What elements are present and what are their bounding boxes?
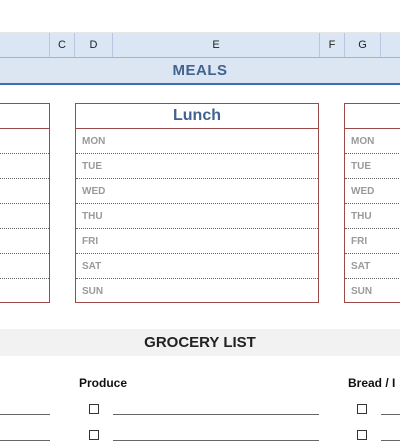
lunch-row-wed[interactable]: WED [76,179,318,204]
lunch-row-sat[interactable]: SAT [76,254,318,279]
produce-checkbox[interactable] [89,430,99,440]
column-header-h[interactable] [381,33,400,57]
bread-category-label: Bread / I [348,376,396,390]
bread-checkbox[interactable] [357,404,367,414]
dinner-row-thu[interactable]: THU [345,204,400,229]
meals-header: MEALS [0,58,400,85]
breakfast-row[interactable] [0,129,49,154]
lunch-row-fri[interactable]: FRI [76,229,318,254]
top-blank-area [0,0,400,33]
grocery-left-line[interactable] [0,414,50,415]
column-header-divider [0,57,400,58]
dinner-row-mon[interactable]: MON [345,129,400,154]
produce-item-line[interactable] [113,440,319,441]
column-header-e[interactable]: E [113,33,320,57]
bread-item-line[interactable] [381,414,400,415]
column-header-g[interactable]: G [345,33,381,57]
dinner-row-wed[interactable]: WED [345,179,400,204]
breakfast-row[interactable] [0,154,49,179]
dinner-row-fri[interactable]: FRI [345,229,400,254]
dinner-title [345,104,400,129]
grocery-left-line[interactable] [0,440,50,441]
breakfast-row[interactable] [0,179,49,204]
produce-item-line[interactable] [113,414,319,415]
produce-checkbox[interactable] [89,404,99,414]
column-header-d[interactable]: D [75,33,113,57]
dinner-row-tue[interactable]: TUE [345,154,400,179]
breakfast-title [0,104,49,129]
grocery-list-header: GROCERY LIST [0,329,400,356]
dinner-row-sun[interactable]: SUN [351,286,373,297]
lunch-row-tue[interactable]: TUE [76,154,318,179]
lunch-box: Lunch MON TUE WED THU FRI SAT SUN [75,103,319,303]
bread-checkbox[interactable] [357,430,367,440]
breakfast-row[interactable] [0,204,49,229]
column-header-b[interactable] [0,33,50,57]
breakfast-row[interactable] [0,229,49,254]
column-header-f[interactable]: F [320,33,345,57]
breakfast-box [0,103,50,303]
dinner-row-sat[interactable]: SAT [345,254,400,279]
lunch-row-mon[interactable]: MON [76,129,318,154]
breakfast-row[interactable] [0,254,49,279]
bread-item-line[interactable] [381,440,400,441]
lunch-row-thu[interactable]: THU [76,204,318,229]
dinner-box: MON TUE WED THU FRI SAT SUN [344,103,400,303]
column-header-c[interactable]: C [50,33,75,57]
breakfast-row[interactable] [0,279,49,304]
lunch-title: Lunch [76,104,318,129]
produce-category-label: Produce [79,376,128,390]
lunch-row-sun[interactable]: SUN [82,286,104,297]
